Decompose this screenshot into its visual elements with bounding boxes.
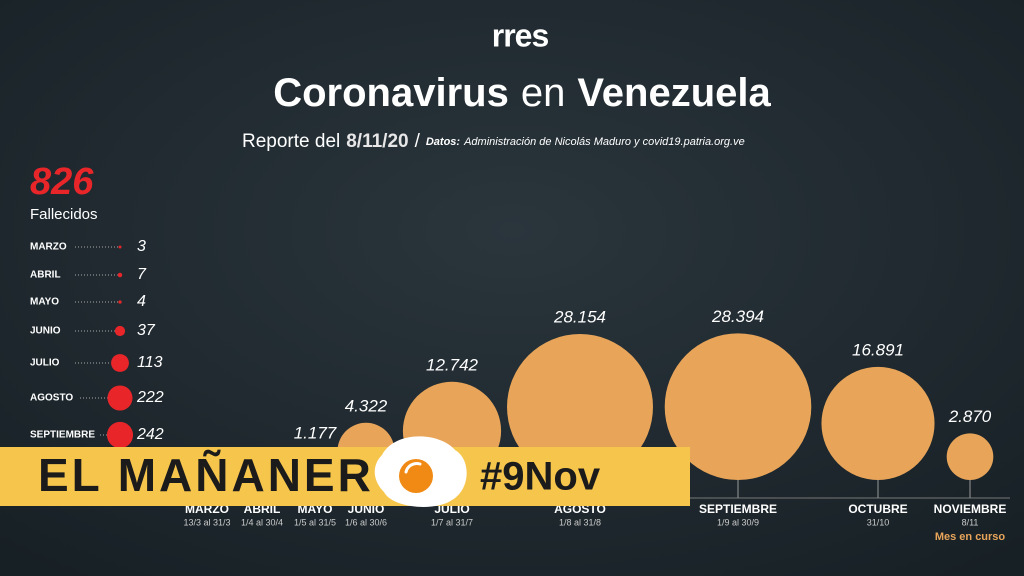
period-label: 1/7 al 31/7 [431,517,473,527]
period-label: 1/9 al 30/9 [717,517,759,527]
value-label: 4.322 [345,396,388,415]
egg-shine [404,462,422,474]
separator: / [415,131,421,152]
month-label: JULIO [30,358,60,369]
source: Administración de Nicolás Maduro y covid… [463,136,745,148]
death-value: 4 [137,293,146,310]
deaths-total: 826 [30,161,94,203]
death-dot [106,421,134,449]
period-label: 1/6 al 30/6 [345,517,387,527]
month-label: MARZO [30,242,67,253]
banner-tag: #9Nov [480,455,601,499]
banner-title: EL MAÑANER [38,449,374,501]
title: Coronavirus en Venezuela [273,71,771,115]
subtitle: Reporte del 8/11/20 / Datos: Administración … [242,131,745,152]
category-label: SEPTIEMBRE [699,502,777,516]
deaths-label: Fallecidos [30,206,98,223]
death-value: 37 [137,322,156,339]
month-label: ABRIL [30,270,61,281]
report-label: Reporte del [242,131,340,152]
death-dot [107,385,133,411]
death-value: 222 [136,389,164,406]
title-part: Coronavirus [273,71,509,115]
period-label: 1/5 al 31/5 [294,517,336,527]
value-label: 28.394 [711,307,764,326]
bubble [821,366,935,480]
value-label: 28.154 [553,308,606,327]
month-label: AGOSTO [30,393,73,404]
death-dot [111,354,129,372]
category-label: OCTUBRE [848,502,907,516]
note: Mes en curso [935,531,1006,543]
period-label: 31/10 [867,517,890,527]
value-label: 1.177 [294,424,337,443]
period-label: 1/4 al 30/4 [241,517,283,527]
death-value: 242 [136,426,164,443]
death-dot [114,325,126,337]
title-part: Venezuela [577,71,771,115]
period-label: 8/11 [962,517,979,527]
banner: EL MAÑANER #9Nov [0,436,690,507]
period-label: 13/3 al 31/3 [183,517,230,527]
month-label: JUNIO [30,326,61,337]
bubble [507,334,653,480]
death-value: 7 [137,266,147,283]
month-label: MAYO [30,297,59,308]
death-value: 3 [137,238,146,255]
banner-background [0,447,690,506]
source-label: Datos: [426,136,461,148]
death-dot [118,300,122,304]
death-dot [117,272,123,278]
period-label: 1/8 al 31/8 [559,517,601,527]
value-label: 2.870 [948,407,992,426]
title-part: en [521,71,566,115]
death-dot [118,245,122,249]
month-label: SEPTIEMBRE [30,430,95,441]
bubble [664,333,812,481]
brand: rres [492,17,549,53]
bubble [946,433,994,480]
category-label: NOVIEMBRE [934,502,1007,516]
death-value: 113 [137,354,163,371]
value-label: 16.891 [852,340,904,359]
report-date: 8/11/20 [346,131,408,152]
value-label: 12.742 [426,355,479,374]
